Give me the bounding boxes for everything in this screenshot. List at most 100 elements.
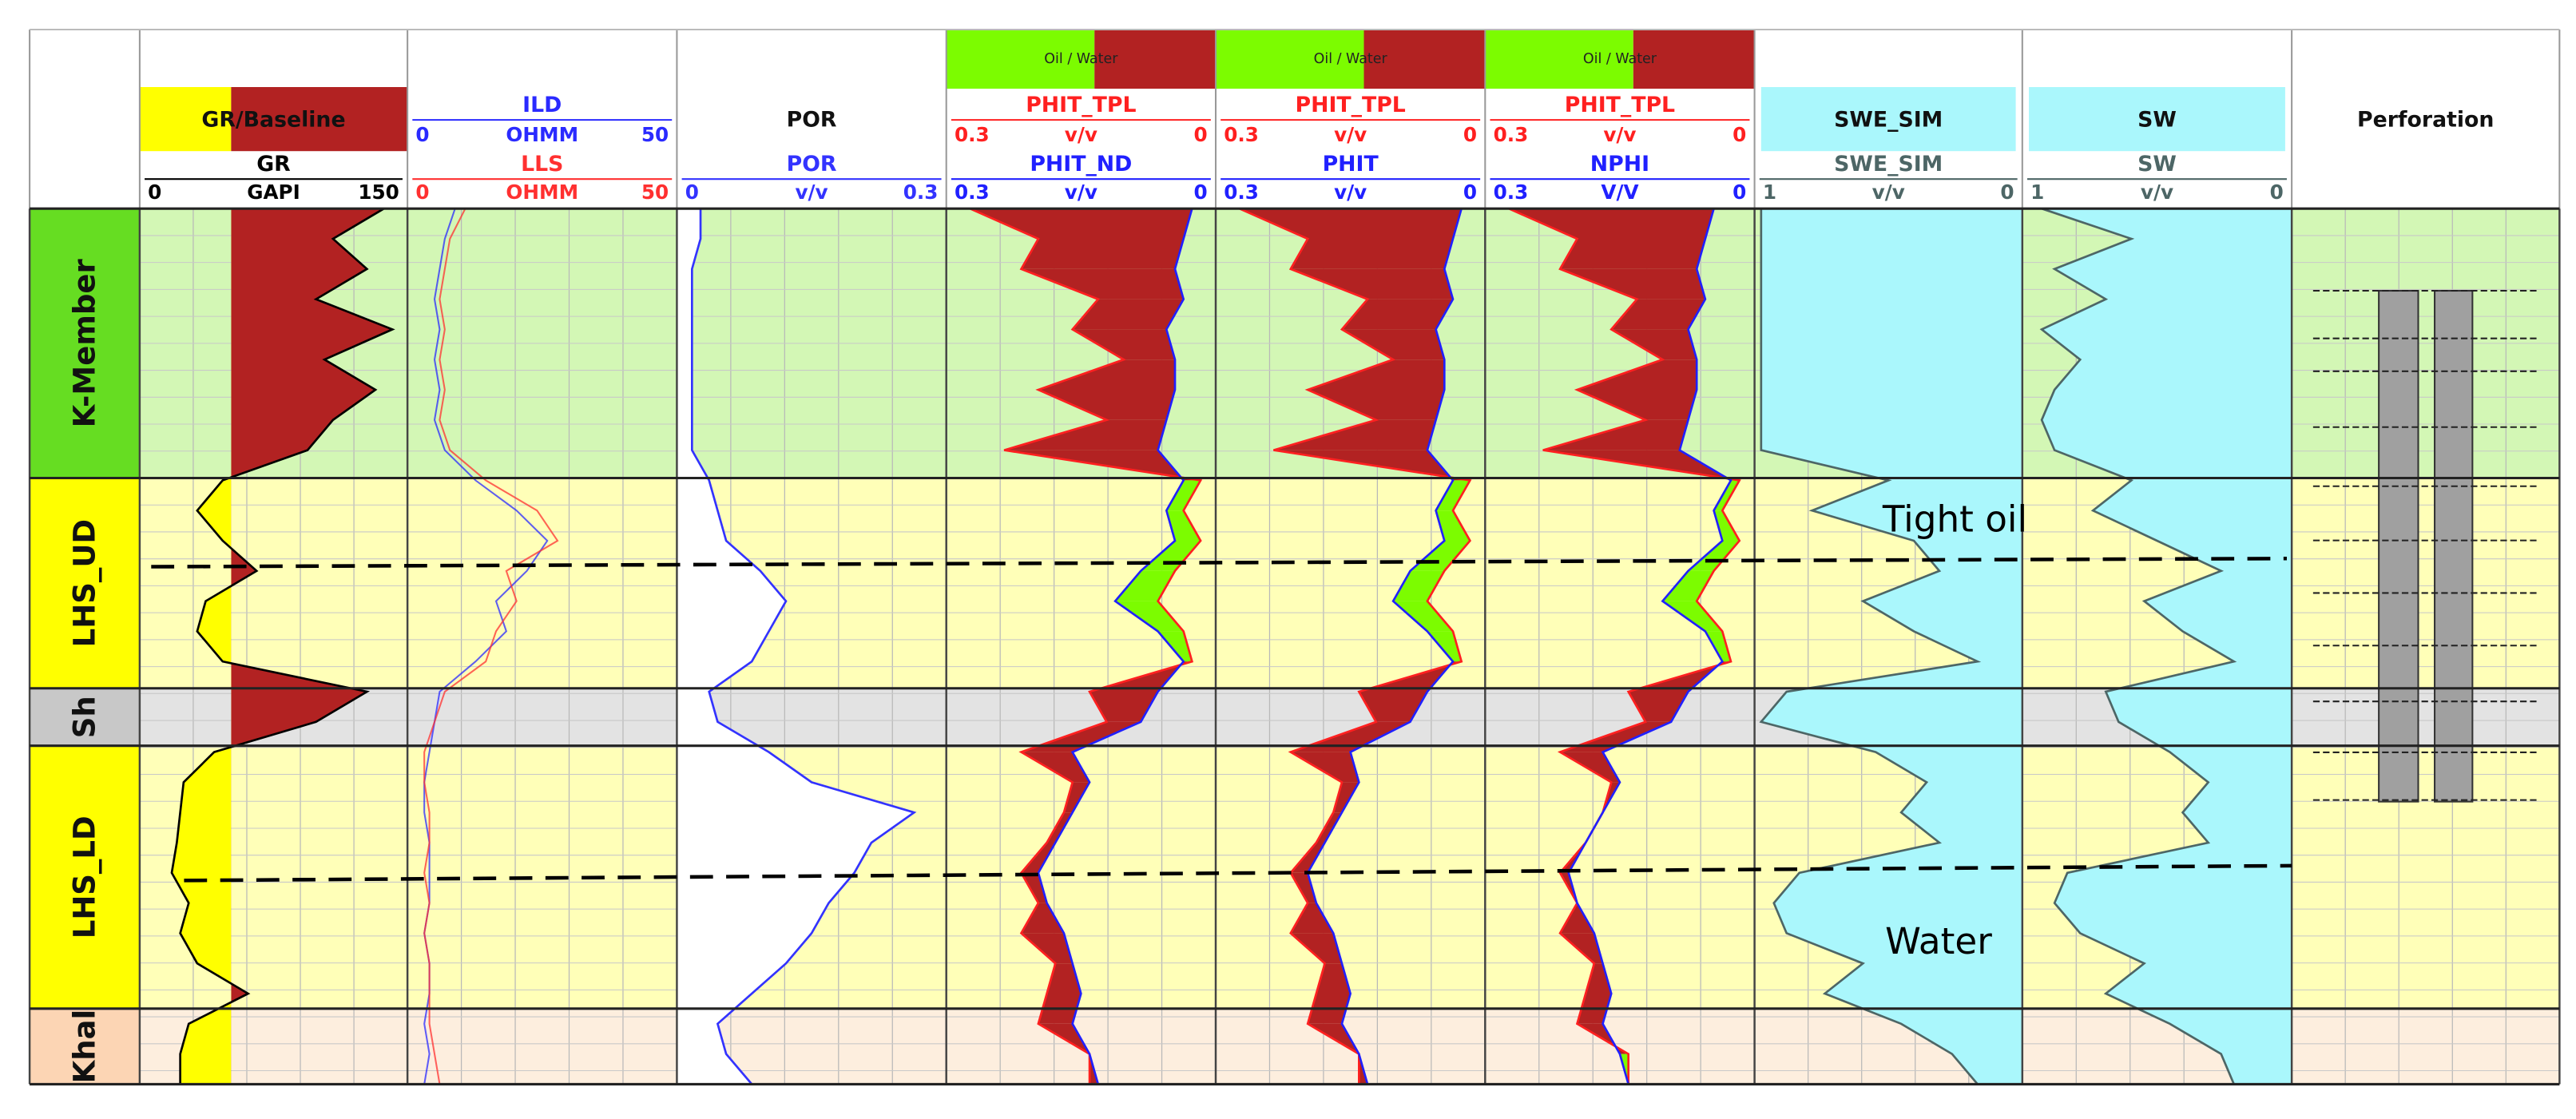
header-text: 0 (1463, 123, 1477, 146)
annotation-line (151, 557, 2287, 569)
zone-label: LHS_UD (67, 519, 101, 647)
curve-fill (1046, 812, 1073, 843)
curve-fill (1560, 903, 1594, 934)
log-curve (423, 208, 559, 1085)
zone-label-bg (30, 688, 140, 746)
curve-fill (1577, 389, 1697, 420)
legend-swatch (1633, 30, 1755, 89)
header-text: v/v (1603, 123, 1636, 146)
header-text: 0 (1194, 181, 1208, 204)
log-curve (1508, 207, 1741, 1085)
curve-fill (1021, 933, 1073, 964)
zone-label-bg (30, 745, 140, 1009)
curve-fill (1072, 299, 1184, 330)
log-curve (2039, 207, 2237, 1085)
curve-fill (1038, 359, 1176, 390)
header-text: 50 (641, 123, 669, 146)
zone-label: K-Member (67, 259, 101, 428)
header-text: SW (2137, 152, 2177, 177)
log-curve (691, 208, 917, 1085)
header-text: v/v (1872, 181, 1905, 204)
annotation: Tight oil (1882, 498, 2027, 540)
zone-shade (407, 688, 677, 746)
curve-fill (1560, 933, 1603, 964)
curve-fill (1290, 903, 1334, 934)
header-text: POR (787, 152, 837, 177)
curve-fill (1273, 419, 1436, 450)
curve-fill (1290, 721, 1411, 752)
header-text: ILD (522, 93, 562, 117)
log-curve (1759, 208, 1982, 1085)
curve-fill (970, 208, 1193, 239)
zone-shade (1485, 478, 1755, 688)
curve-fill (1072, 329, 1176, 360)
header-text: SW (2137, 108, 2177, 133)
curve-fill (1308, 389, 1445, 420)
curve-fill (1021, 903, 1064, 934)
zone-shade (2292, 688, 2560, 746)
curve-fill (1427, 631, 1462, 662)
curve-fill (1542, 419, 1689, 450)
curve-fill (1560, 721, 1672, 752)
header-text: 0 (1733, 181, 1746, 204)
zone-shade (2292, 745, 2560, 1009)
curve-fill (1760, 208, 2022, 1085)
header-text: 1 (2030, 181, 2044, 204)
zone-label-bg (30, 208, 140, 478)
zone-label: LHS_LD (67, 815, 101, 938)
curve-fill (1021, 752, 1090, 783)
curve-fill (1611, 299, 1705, 330)
curve-fill (1115, 601, 1184, 632)
curve-fill (1341, 329, 1445, 360)
zone-shade (139, 478, 408, 688)
zone-shade (2292, 1008, 2560, 1085)
curve-fill (1508, 208, 1714, 239)
curve-fill (1662, 601, 1723, 632)
header-text: 0.3 (955, 123, 990, 146)
perforation-bar (2378, 290, 2419, 803)
curve-fill (1290, 842, 1325, 873)
legend-swatch (946, 30, 1095, 89)
zone-shade (407, 478, 677, 688)
curve-fill (1166, 480, 1201, 511)
header-text: OHMM (506, 181, 578, 204)
curve-fill (171, 477, 232, 1085)
header-text: PHIT_TPL (1026, 93, 1136, 117)
curve-fill (1090, 691, 1158, 722)
curve-fill (231, 208, 393, 1085)
log-curve (170, 208, 395, 1085)
zone-label: Sh (67, 696, 101, 738)
curve-fill (1435, 510, 1471, 541)
header-text: 0 (415, 181, 429, 204)
annotation: Water (1885, 920, 1992, 962)
annotation-line (184, 863, 2292, 883)
curve-fill (1115, 570, 1176, 601)
curve-fill (1038, 389, 1176, 420)
header-text: v/v (1334, 123, 1367, 146)
zone-shade (407, 1008, 677, 1085)
title-band (139, 87, 232, 152)
legend-swatch (1094, 30, 1217, 89)
header-text: SWE_SIM (1834, 152, 1943, 177)
header-text: Oil / Water (1583, 51, 1657, 67)
title-band (231, 87, 408, 152)
header-text: v/v (795, 181, 828, 204)
header-text: PHIT (1323, 152, 1379, 177)
header-text: 0.3 (1494, 123, 1529, 146)
header-text: NPHI (1590, 152, 1649, 177)
header-text: 0 (1463, 181, 1477, 204)
curve-fill (1004, 419, 1167, 450)
header-text: 0 (148, 181, 161, 204)
legend-swatch (1363, 30, 1486, 89)
header-text: 0.3 (903, 181, 939, 204)
header-text: Oil / Water (1044, 51, 1118, 67)
header-text: PHIT_TPL (1295, 93, 1405, 117)
header-text: GR (256, 152, 291, 177)
curve-fill (1290, 752, 1359, 783)
curve-fill (1021, 268, 1184, 300)
log-curve (1567, 208, 1733, 1085)
curve-fill (1141, 540, 1201, 571)
curve-fill (1628, 691, 1689, 722)
curve-fill (1157, 631, 1193, 662)
curve-fill (1046, 963, 1082, 994)
